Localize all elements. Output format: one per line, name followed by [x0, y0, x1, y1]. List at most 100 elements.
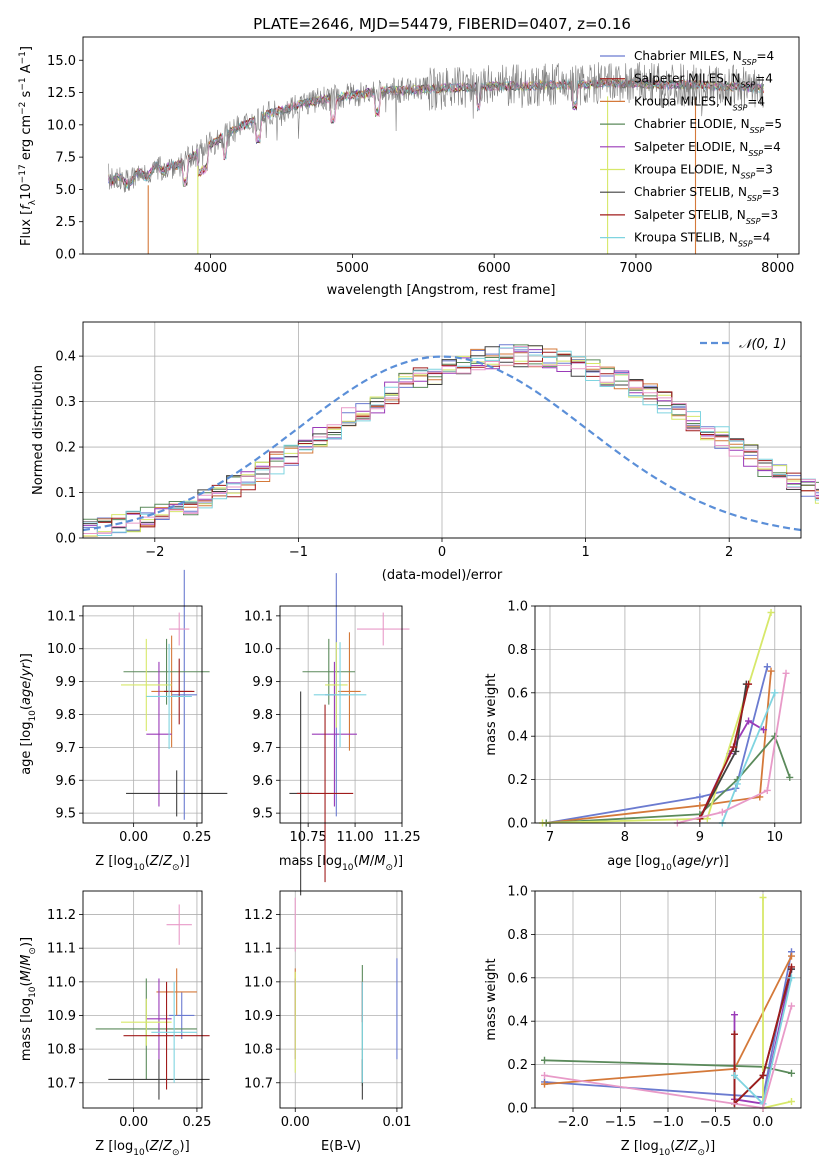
y-tick-label: 9.5 — [55, 807, 76, 822]
x-tick-label: −1.0 — [652, 1115, 684, 1130]
age-vs-mass-panel: 10.75 11.00 11.25 9.5 9.6 9.7 9.8 9.9 10.0 10.1 ma… — [244, 573, 421, 896]
legend-label: 𝒩(0, 1) — [739, 337, 786, 352]
histogram-step — [83, 351, 819, 528]
y-tick-label: 10.9 — [47, 1009, 76, 1024]
mass-weight-line — [546, 666, 769, 824]
normal-curve — [82, 355, 802, 532]
y-tick-label: 0.0 — [507, 1102, 528, 1117]
y-tick-label: 11.0 — [244, 975, 273, 990]
x-tick-label: 0.01 — [382, 1115, 411, 1130]
plus-marker — [788, 974, 795, 982]
y-tick-label: 10.0 — [244, 642, 273, 657]
x-tick-label: 8 — [621, 830, 629, 845]
y-axis-label: mass [log10(M/M⊙)] — [19, 937, 38, 1061]
y-tick-label: 9.5 — [252, 807, 273, 822]
mass-weight-line — [721, 692, 776, 824]
y-tick-label: 10.1 — [47, 609, 76, 624]
plus-marker — [767, 609, 775, 617]
plus-marker — [541, 1056, 548, 1064]
x-tick-label: 7 — [546, 830, 554, 845]
axes-frame — [279, 605, 403, 824]
y-tick-label: 0.2 — [507, 1058, 528, 1073]
plus-marker — [541, 1080, 548, 1088]
plus-marker — [759, 1071, 767, 1079]
y-tick-label: 11.1 — [244, 942, 273, 957]
plus-marker — [788, 952, 795, 960]
plus-marker — [732, 747, 740, 755]
residuals-panel: −2 −1 0 1 2 0.0 0.1 0.2 0.3 0.4 𝒩(0, 1) (data-model… — [31, 321, 819, 583]
x-tick-label: 0.25 — [182, 1115, 211, 1130]
x-tick-label: 5000 — [336, 261, 369, 276]
legend-label: Salpeter STELIB, NSSP=3 — [634, 208, 778, 226]
x-tick-label: 11.00 — [336, 830, 373, 845]
y-tick-label: 2.5 — [55, 215, 76, 230]
x-tick-label: 0.00 — [119, 1115, 148, 1130]
y-tick-label: 1.0 — [507, 885, 528, 900]
plus-marker — [760, 726, 768, 734]
y-tick-label: 0.6 — [507, 971, 528, 986]
plus-marker — [730, 743, 738, 751]
y-tick-label: 10.0 — [47, 118, 76, 133]
plus-marker — [763, 663, 771, 671]
plus-marker — [745, 717, 753, 725]
x-tick-label: 4000 — [194, 261, 227, 276]
y-tick-label: 0.4 — [55, 350, 76, 365]
y-tick-label: 11.0 — [47, 975, 76, 990]
y-tick-label: 15.0 — [47, 54, 76, 69]
y-tick-label: 1.0 — [507, 600, 528, 615]
y-tick-label: 0.0 — [507, 817, 528, 832]
axes-frame — [82, 36, 800, 255]
x-axis-label: E(B-V) — [321, 1139, 361, 1154]
x-tick-label: 1 — [581, 545, 589, 560]
axes-frame — [82, 605, 203, 824]
plus-marker — [731, 1011, 738, 1019]
plus-marker — [745, 680, 753, 688]
y-tick-label: 11.1 — [47, 942, 76, 957]
mass-vs-ebv-panel: 0.00 0.01 10.7 10.8 10.9 11.0 11.1 11.2 E(B-V) — [244, 890, 411, 1154]
histogram-step — [83, 348, 819, 537]
y-tick-label: 9.9 — [252, 675, 273, 690]
axes-frame — [534, 605, 802, 824]
mass-weight-line — [677, 673, 787, 824]
x-axis-label: Z [log10(Z/Z⊙)] — [95, 1139, 189, 1158]
y-tick-label: 0.2 — [55, 441, 76, 456]
legend-label: Chabrier MILES, NSSP=4 — [634, 49, 774, 67]
age-vs-z-panel: 0.00 0.25 9.5 9.6 9.7 9.8 9.9 10.0 10.1 Z [log10(… — [19, 569, 228, 873]
y-axis-label: age [log10(age/yr)] — [19, 653, 38, 775]
plus-marker — [788, 1069, 795, 1077]
observed-spectrum-line — [108, 62, 764, 193]
plus-marker — [759, 894, 767, 902]
x-tick-label: 10.75 — [290, 830, 327, 845]
x-axis-label: Z [log10(Z/Z⊙)] — [95, 854, 189, 873]
y-tick-label: 11.2 — [244, 908, 273, 923]
legend-label: Chabrier ELODIE, NSSP=5 — [634, 117, 782, 135]
y-tick-label: 10.0 — [47, 642, 76, 657]
plus-marker — [771, 689, 779, 697]
y-tick-label: 11.2 — [47, 908, 76, 923]
plus-marker — [788, 1002, 795, 1010]
x-tick-label: 10 — [767, 830, 784, 845]
legend-label: Kroupa STELIB, NSSP=4 — [634, 231, 770, 249]
legend-label: Salpeter ELODIE, NSSP=4 — [634, 140, 781, 158]
axes-frame — [279, 890, 403, 1109]
mass-weight-vs-z-panel: −2.0 −1.5 −1.0 −0.5 0.0 0.0 0.2 0.4 0.6 0.8 1.0 Z [… — [484, 885, 802, 1158]
y-tick-label: 9.6 — [252, 774, 273, 789]
plus-marker — [788, 1097, 795, 1105]
x-axis-label: Z [log10(Z/Z⊙)] — [621, 1139, 715, 1158]
x-tick-label: 8000 — [761, 261, 794, 276]
mass-weight-line — [699, 683, 748, 820]
y-tick-label: 9.9 — [55, 675, 76, 690]
y-tick-label: 0.0 — [55, 248, 76, 263]
y-tick-label: 9.7 — [252, 741, 273, 756]
y-tick-label: 0.6 — [507, 686, 528, 701]
plus-marker — [782, 669, 790, 677]
plus-marker — [696, 793, 704, 801]
x-axis-label: (data-model)/error — [382, 568, 503, 583]
x-tick-label: 7000 — [619, 261, 652, 276]
plus-marker — [733, 780, 741, 788]
plus-marker — [763, 786, 771, 794]
plus-marker — [767, 667, 775, 675]
x-tick-label: 6000 — [478, 261, 511, 276]
axes-frame — [82, 321, 802, 539]
x-tick-label: −1 — [289, 545, 308, 560]
